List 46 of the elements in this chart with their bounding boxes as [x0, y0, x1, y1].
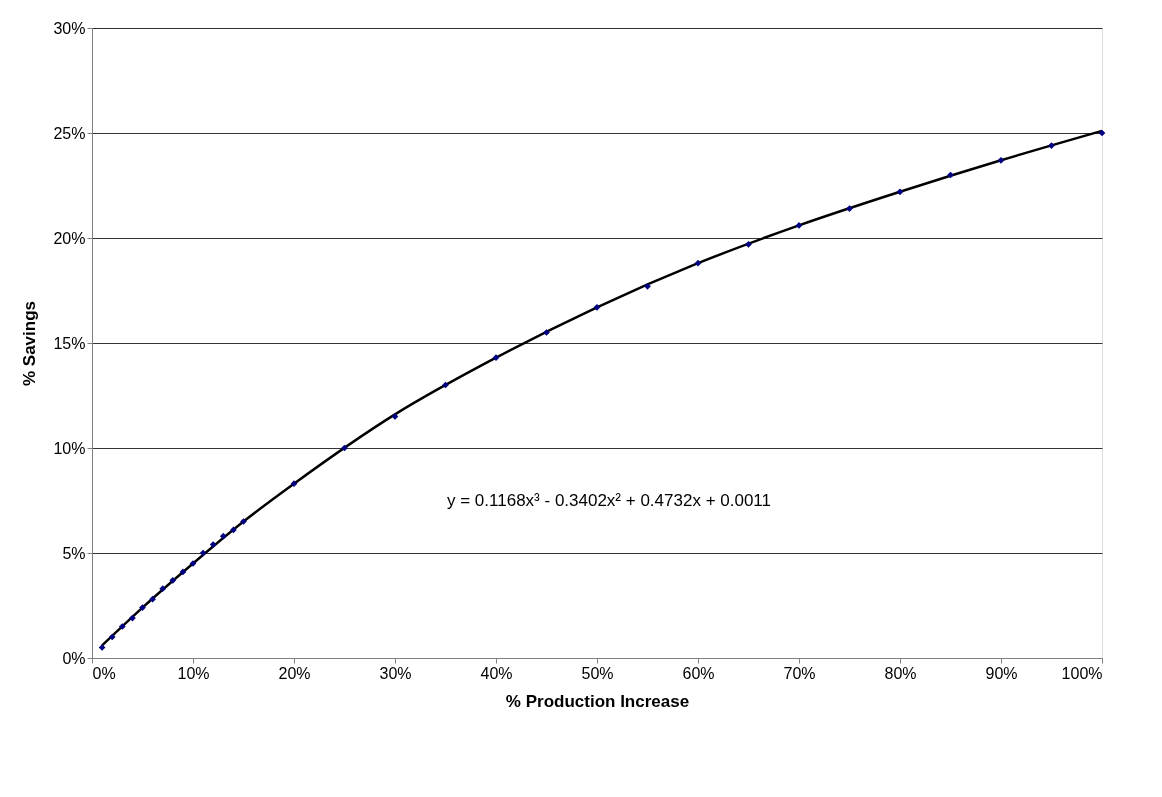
- point: [169, 576, 177, 584]
- x-axis-title: % Production Increase: [505, 691, 690, 711]
- point: [240, 518, 247, 525]
- point: [1048, 142, 1055, 149]
- point: [159, 585, 167, 593]
- point: [209, 541, 217, 548]
- point: [290, 480, 298, 488]
- x-tick-label: 70%: [783, 664, 816, 682]
- point: [129, 614, 136, 622]
- point: [108, 633, 116, 641]
- point: [644, 282, 651, 290]
- point: [745, 240, 752, 248]
- point: [492, 354, 500, 362]
- y-tick-label: 25%: [53, 124, 86, 142]
- y-axis-title: % Savings: [20, 300, 40, 387]
- point: [139, 604, 146, 611]
- y-tick-label: 0%: [62, 649, 86, 667]
- y-tick-label: 5%: [62, 544, 86, 562]
- x-tick-label: 100%: [1061, 664, 1103, 682]
- x-tick-label: 10%: [177, 664, 210, 682]
- point: [694, 259, 702, 267]
- x-tick-label: 50%: [581, 664, 614, 682]
- x-tick-label: 20%: [278, 664, 311, 682]
- point: [896, 188, 904, 196]
- point: [230, 526, 237, 534]
- x-tick-label: 30%: [379, 664, 412, 682]
- point: [543, 329, 550, 336]
- y-tick-label: 10%: [53, 439, 86, 457]
- annotation: y = 0.1168x³ - 0.3402x² + 0.4732x + 0.0011: [447, 491, 772, 510]
- point: [199, 549, 207, 557]
- y-tick-label: 30%: [53, 19, 86, 37]
- point: [593, 303, 601, 311]
- x-tick-label: 40%: [480, 664, 513, 682]
- point: [179, 568, 187, 576]
- x-tick-label: 0%: [92, 664, 116, 682]
- point: [997, 156, 1005, 164]
- y-tick-label: 20%: [53, 229, 86, 247]
- point: [149, 595, 156, 603]
- x-tick-label: 90%: [985, 664, 1018, 682]
- y-tick-label: 15%: [53, 334, 86, 352]
- point: [118, 623, 126, 630]
- point: [219, 532, 227, 540]
- x-tick-label: 60%: [682, 664, 715, 682]
- x-tick-label: 80%: [884, 664, 917, 682]
- point: [846, 205, 853, 212]
- point: [1098, 129, 1106, 137]
